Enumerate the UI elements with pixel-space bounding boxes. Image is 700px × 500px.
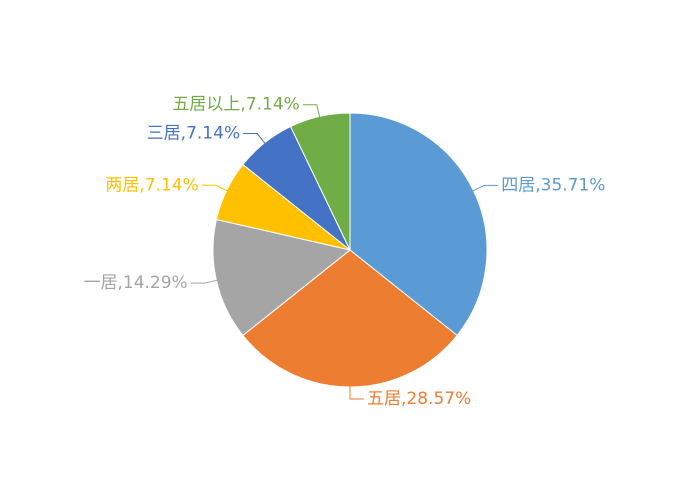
data-label: 五居以上,7.14% (172, 95, 299, 115)
leader-line (349, 385, 364, 400)
data-label: 两居,7.14% (105, 175, 198, 195)
data-label: 五居,28.57% (367, 389, 471, 409)
leader-line (243, 132, 267, 145)
data-label: 三居,7.14% (147, 123, 240, 143)
leader-line (190, 279, 219, 284)
leader-line (201, 184, 229, 192)
data-label: 一居,14.29% (83, 273, 187, 293)
leader-line (302, 104, 321, 119)
leader-line (471, 184, 499, 192)
data-label: 四居,35.71% (501, 175, 605, 195)
